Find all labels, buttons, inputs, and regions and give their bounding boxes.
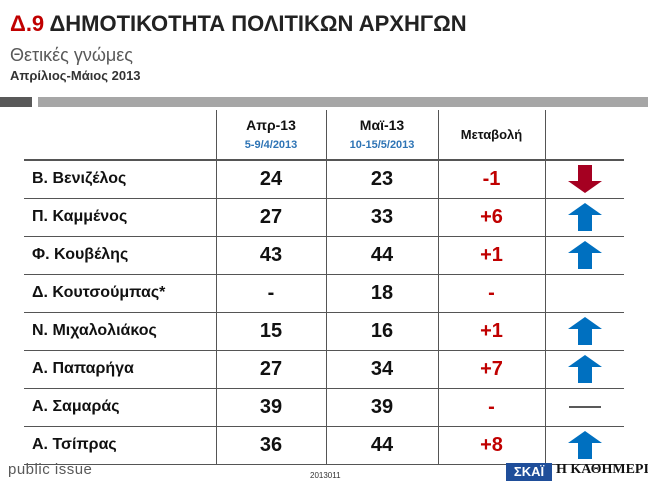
value-change: +1 [437,312,545,351]
table-row: Δ. Κουτσούμπας* -18- [24,274,624,313]
table-row: Ν. Μιχαλολιάκος 15 16 +1 [24,312,624,351]
trend-cell [544,274,624,313]
value-apr: 36 [215,426,326,465]
trend-cell [544,236,624,275]
header-divider-dark [0,97,32,107]
value-may: 23 [325,160,438,199]
header-change-label: Μεταβολή [460,127,523,142]
value-change: - [437,388,545,427]
down-arrow-shape [567,165,602,194]
header-change: Μεταβολή [437,110,545,161]
page-title: Δ.9 ΔΗΜΟΤΙΚΟΤΗΤΑ ΠΟΛΙΤΙΚΩΝ ΑΡΧΗΓΩΝ [10,11,467,37]
title-text: ΔΗΜΟΤΙΚΟΤΗΤΑ ΠΟΛΙΤΙΚΩΝ ΑΡΧΗΓΩΝ [49,11,467,36]
header-may-label: Μαϊ-13 [359,116,405,133]
value-apr: 27 [215,350,326,389]
trend-cell [544,388,624,427]
table-row: Α. Παπαρήγα 27 34 +7 [24,350,624,389]
value-change: -1 [437,160,545,199]
value-may: 44 [325,426,438,465]
up-arrow-icon [567,241,602,269]
leader-name: Δ. Κουτσούμπας* [24,274,216,313]
title-code: Δ.9 [10,11,45,36]
flat-line-icon [568,406,601,408]
value-may: 39 [325,388,438,427]
leader-name: Β. Βενιζέλος [24,160,216,199]
skai-logo: ΣΚΑΪ [506,463,552,481]
table-row: Π. Καμμένος 27 33 +6 [24,198,624,237]
trend-cell [544,312,624,351]
value-change: +7 [437,350,545,389]
value-apr: 24 [215,160,326,199]
table-row: Β. Βενιζέλος 24 23 -1 [24,160,624,199]
header-empty-cell [24,110,216,161]
value-change: +1 [437,236,545,275]
trend-cell [544,426,624,465]
value-may: 44 [325,236,438,275]
value-apr: 39 [215,388,326,427]
up-arrow-shape [567,241,602,269]
up-arrow-icon [567,355,602,383]
header-divider-light [38,97,648,107]
survey-period: Απρίλιος-Μάιος 2013 [10,68,141,83]
value-change: +6 [437,198,545,237]
up-arrow-icon [567,317,602,345]
value-change: +8 [437,426,545,465]
up-arrow-shape [567,317,602,345]
value-change: - [437,274,545,313]
value-may: 33 [325,198,438,237]
up-arrow-shape [567,355,602,383]
header-apr: Απρ-13 5-9/4/2013 [215,110,326,161]
value-apr: 27 [215,198,326,237]
leader-name: Π. Καμμένος [24,198,216,237]
page-subtitle: Θετικές γνώμες [10,45,133,65]
leader-name: Α. Σαμαράς [24,388,216,427]
header-apr-label: Απρ-13 [246,116,296,133]
leader-name: Α. Παπαρήγα [24,350,216,389]
trend-cell [544,160,624,199]
value-apr: 15 [215,312,326,351]
value-may: 16 [325,312,438,351]
trend-cell [544,198,624,237]
leader-name: Ν. Μιχαλολιάκος [24,312,216,351]
kathimerini-logo: Η ΚΑΘΗΜΕΡΙΝΗ [556,462,648,477]
brand-public-issue: public issue [8,461,93,478]
value-apr: 43 [215,236,326,275]
header-trend-empty-cell [544,110,624,161]
value-apr: - [215,274,326,313]
table-row: Α. Σαμαράς 39 39- [24,388,624,427]
value-may: 34 [325,350,438,389]
table-row: Φ. Κουβέλης 43 44 +1 [24,236,624,275]
header-may-dates: 10-15/5/2013 [349,138,415,151]
up-arrow-shape [567,431,602,459]
up-arrow-icon [567,203,602,231]
trend-cell [544,350,624,389]
report-code: 2013011 [310,471,341,480]
up-arrow-shape [567,203,602,231]
up-arrow-icon [567,431,602,459]
no-trend-icon [565,278,605,308]
header-may: Μαϊ-13 10-15/5/2013 [325,110,438,161]
down-arrow-icon [567,165,602,194]
popularity-table: Απρ-13 5-9/4/2013 Μαϊ-13 10-15/5/2013 Με… [24,110,624,465]
value-may: 18 [325,274,438,313]
leader-name: Φ. Κουβέλης [24,236,216,275]
table-header-row: Απρ-13 5-9/4/2013 Μαϊ-13 10-15/5/2013 Με… [24,110,624,161]
header-apr-dates: 5-9/4/2013 [244,138,298,151]
table-row: Α. Τσίπρας 36 44 +8 [24,426,624,465]
leader-name: Α. Τσίπρας [24,426,216,465]
